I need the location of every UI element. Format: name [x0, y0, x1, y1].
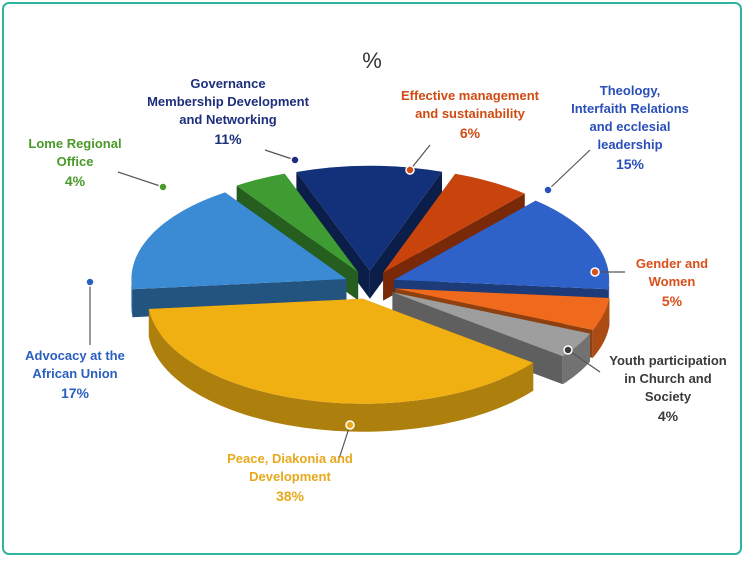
slice [148, 298, 534, 404]
value-label: 38% [276, 488, 305, 504]
leader-dot [158, 182, 168, 192]
leader-line [117, 171, 164, 188]
slice-label: Youth participation in Church and Society [609, 353, 727, 404]
slice-label: Effective management and sustainability [401, 88, 540, 121]
leader-dot [290, 155, 300, 165]
slice-wall [592, 298, 610, 358]
value-label: 4% [65, 173, 86, 189]
value-label: 11% [214, 131, 242, 147]
slice-wall [131, 278, 133, 318]
slice-label: Governance Membership Development and Netw… [147, 76, 309, 127]
slice [383, 173, 525, 273]
chart-title: % [362, 48, 382, 73]
slice-label: Theology, Interfaith Relations and ecclesi… [571, 83, 689, 152]
leader-dot [405, 165, 415, 175]
slice-wall [148, 308, 534, 432]
leader-dot [345, 420, 355, 430]
slice [296, 165, 443, 271]
slice [395, 288, 610, 330]
value-label: 4% [658, 408, 679, 424]
leader-dot [563, 345, 573, 355]
leader-line [547, 149, 591, 191]
value-label: 17% [61, 385, 90, 401]
slice-label: Lome Regional Office [28, 136, 121, 169]
slice-label: Gender and Women [636, 256, 708, 289]
slice [236, 173, 359, 273]
slice-wall [562, 333, 591, 385]
value-label: 15% [616, 156, 645, 172]
value-label: 5% [662, 293, 683, 309]
slice [131, 192, 347, 290]
value-label: 6% [460, 125, 481, 141]
leader-line [264, 149, 296, 161]
slice [392, 292, 591, 357]
slice-label: Peace, Diakonia and Development [227, 451, 353, 484]
slice-label: Advocacy at the African Union [25, 348, 125, 381]
slice [394, 200, 610, 290]
leader-dot [590, 267, 600, 277]
leader-dot [85, 277, 95, 287]
leader-line [409, 144, 431, 171]
leader-line [337, 424, 351, 463]
leader-dot [543, 185, 553, 195]
leader-line [567, 349, 601, 373]
